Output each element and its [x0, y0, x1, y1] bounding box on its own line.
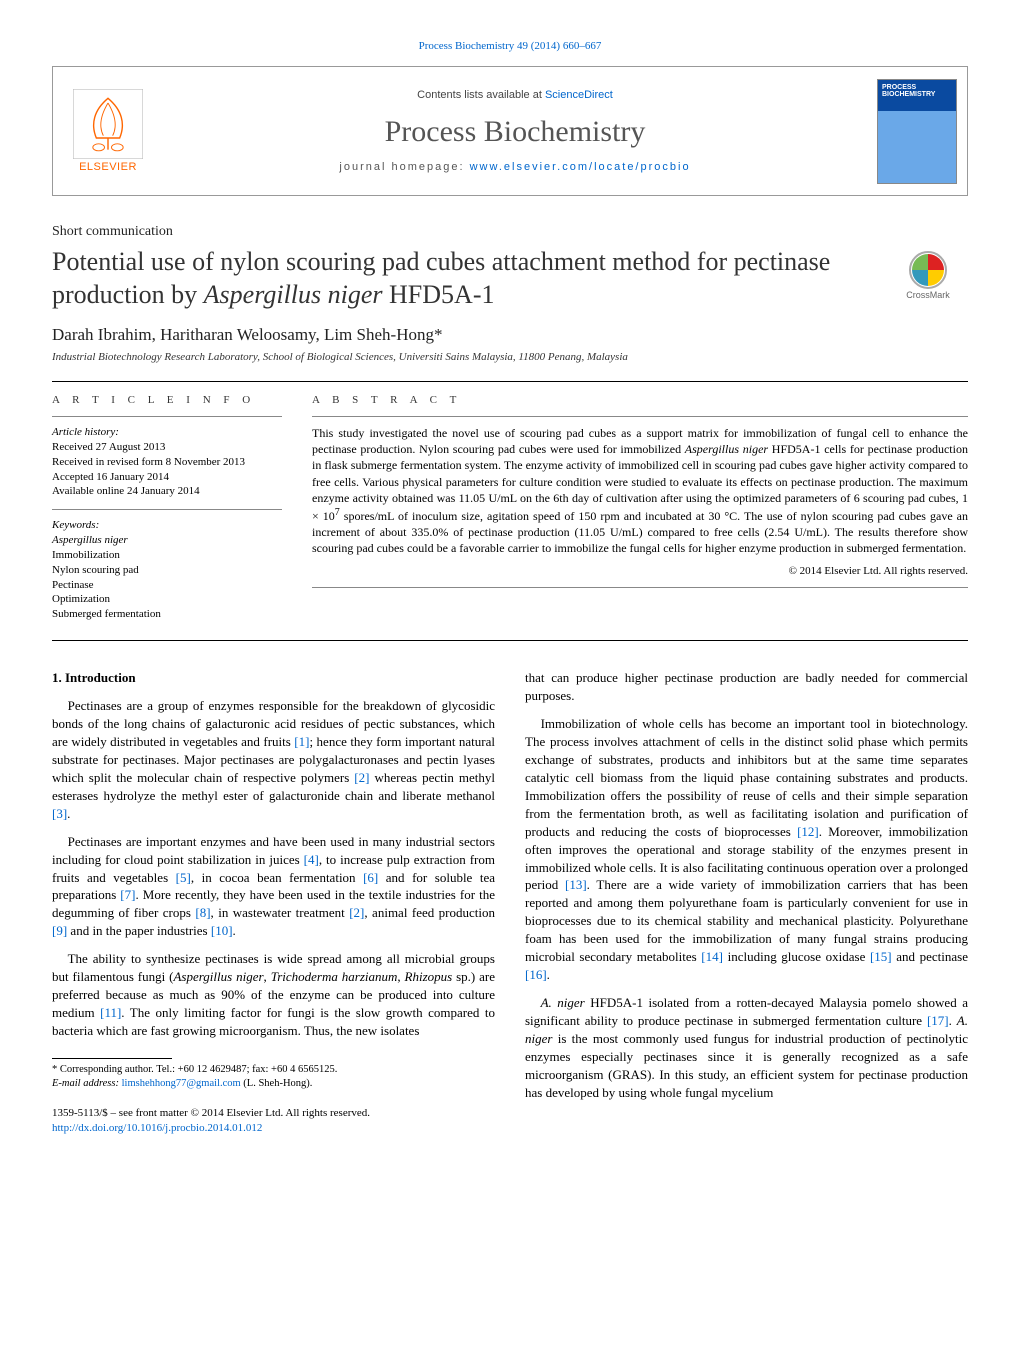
body-para-l0: Pectinases are a group of enzymes respon… [52, 697, 495, 823]
crossmark-badge[interactable]: CrossMark [888, 250, 968, 300]
separator-rule-2 [52, 640, 968, 641]
keyword-2: Nylon scouring pad [52, 563, 282, 578]
sciencedirect-link[interactable]: ScienceDirect [545, 89, 613, 101]
body-para-r1: Immobilization of whole cells has become… [525, 715, 968, 984]
body-para-r2: A. niger HFD5A-1 isolated from a rotten-… [525, 994, 968, 1102]
corresponding-author-footnote: * Corresponding author. Tel.: +60 12 462… [52, 1063, 495, 1090]
journal-cover-thumb[interactable]: PROCESS BIOCHEMISTRY [867, 67, 967, 195]
footnote-email-label: E-mail address: [52, 1078, 122, 1089]
keyword-1: Immobilization [52, 548, 282, 563]
article-info-heading: a r t i c l e i n f o [52, 394, 282, 406]
footnote-email-suffix: (L. Sheh-Hong). [241, 1078, 313, 1089]
history-accepted: Accepted 16 January 2014 [52, 470, 282, 485]
journal-header-box: ELSEVIER Contents lists available at Sci… [52, 66, 968, 196]
keywords-label: Keywords: [52, 518, 282, 533]
history-online: Available online 24 January 2014 [52, 484, 282, 499]
body-para-r0: that can produce higher pectinase produc… [525, 669, 968, 705]
history-received: Received 27 August 2013 [52, 440, 282, 455]
crossmark-icon [908, 250, 948, 290]
authors: Darah Ibrahim, Haritharan Weloosamy, Lim… [52, 325, 968, 345]
keyword-0: Aspergillus niger [52, 533, 282, 548]
journal-homepage-line: journal homepage: www.elsevier.com/locat… [339, 161, 690, 173]
elsevier-brand-text: ELSEVIER [79, 161, 137, 173]
journal-homepage-link[interactable]: www.elsevier.com/locate/procbio [470, 161, 691, 173]
separator-rule [52, 381, 968, 382]
contents-available-line: Contents lists available at ScienceDirec… [417, 89, 613, 101]
body-para-l1: Pectinases are important enzymes and hav… [52, 833, 495, 941]
elsevier-tree-icon [73, 89, 143, 159]
abstract-column: a b s t r a c t This study investigated … [312, 394, 968, 622]
footnote-corr: * Corresponding author. Tel.: +60 12 462… [52, 1063, 495, 1077]
footnote-email-link[interactable]: limshehhong77@gmail.com [122, 1078, 241, 1089]
header-center: Contents lists available at ScienceDirec… [163, 67, 867, 195]
body-columns: 1. Introduction Pectinases are a group o… [52, 669, 968, 1135]
doi-block: 1359-5113/$ – see front matter © 2014 El… [52, 1106, 495, 1135]
doi-line-1: 1359-5113/$ – see front matter © 2014 El… [52, 1106, 495, 1120]
keyword-5: Submerged fermentation [52, 607, 282, 622]
body-right-column: that can produce higher pectinase produc… [525, 669, 968, 1135]
paper-title: Potential use of nylon scouring pad cube… [52, 246, 872, 311]
article-info-column: a r t i c l e i n f o Article history: R… [52, 394, 282, 622]
elsevier-logo[interactable]: ELSEVIER [53, 67, 163, 195]
section-1-heading: 1. Introduction [52, 669, 495, 687]
doi-link[interactable]: http://dx.doi.org/10.1016/j.procbio.2014… [52, 1122, 262, 1134]
journal-title: Process Biochemistry [385, 115, 646, 149]
affiliation: Industrial Biotechnology Research Labora… [52, 351, 968, 363]
abstract-copyright: © 2014 Elsevier Ltd. All rights reserved… [312, 565, 968, 577]
journal-cover-image: PROCESS BIOCHEMISTRY [877, 79, 957, 184]
abstract-body: This study investigated the novel use of… [312, 425, 968, 557]
crossmark-label: CrossMark [906, 290, 950, 300]
abstract-heading: a b s t r a c t [312, 394, 968, 406]
footnote-rule [52, 1058, 172, 1059]
keyword-3: Pectinase [52, 578, 282, 593]
history-revised: Received in revised form 8 November 2013 [52, 455, 282, 470]
journal-reference[interactable]: Process Biochemistry 49 (2014) 660–667 [52, 40, 968, 52]
body-left-column: 1. Introduction Pectinases are a group o… [52, 669, 495, 1135]
keyword-4: Optimization [52, 592, 282, 607]
history-label: Article history: [52, 425, 282, 440]
article-type: Short communication [52, 224, 968, 240]
body-para-l2: The ability to synthesize pectinases is … [52, 950, 495, 1040]
